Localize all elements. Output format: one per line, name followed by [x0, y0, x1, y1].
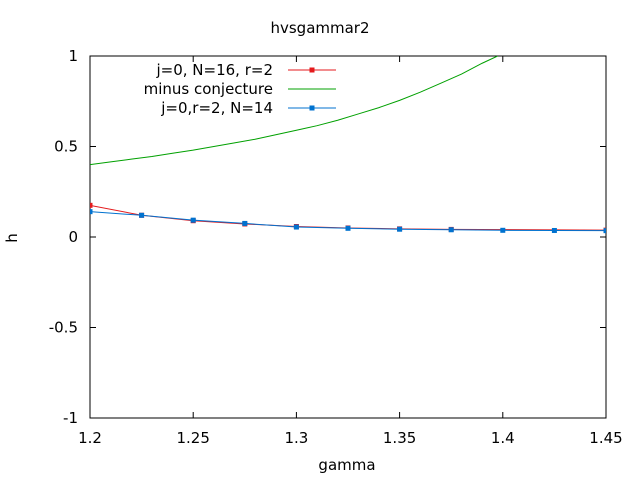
series-2	[90, 56, 498, 166]
data-point	[551, 227, 557, 233]
series-line	[90, 56, 498, 166]
y-tick-label: 0.5	[54, 138, 78, 156]
x-axis-label: gamma	[318, 456, 375, 474]
y-tick-label: -0.5	[49, 319, 78, 337]
y-axis-label: h	[3, 233, 21, 243]
data-point	[90, 209, 93, 215]
data-point	[500, 227, 506, 233]
y-tick-label: 0	[68, 228, 78, 246]
chart-title: hvsgammar2	[270, 19, 369, 37]
legend-marker	[309, 105, 315, 111]
data-point	[448, 227, 454, 233]
series-3	[90, 209, 606, 234]
x-tick-label: 1.4	[491, 429, 515, 447]
x-tick-label: 1.35	[383, 429, 416, 447]
series-layer	[90, 56, 606, 234]
data-point	[603, 228, 606, 234]
y-tick-label: 1	[68, 47, 78, 65]
data-point	[293, 224, 299, 230]
y-tick-label: -1	[63, 409, 78, 427]
x-tick-label: 1.2	[78, 429, 102, 447]
legend-label: j=0,r=2, N=14	[160, 99, 273, 117]
x-tick-label: 1.45	[589, 429, 622, 447]
x-tick-label: 1.25	[176, 429, 209, 447]
data-point	[397, 226, 403, 232]
data-point	[190, 217, 196, 223]
legend-marker	[309, 67, 315, 73]
y-axis: -1 -0.5 0 0.5 1	[49, 47, 606, 427]
data-point	[139, 212, 145, 218]
data-point	[242, 220, 248, 226]
x-axis: 1.2 1.25 1.3 1.35 1.4 1.45	[78, 56, 623, 447]
legend-label: j=0, N=16, r=2	[155, 61, 273, 79]
data-point	[345, 225, 351, 231]
data-point	[90, 202, 93, 208]
x-tick-label: 1.3	[284, 429, 308, 447]
legend-label: minus conjecture	[144, 80, 273, 98]
